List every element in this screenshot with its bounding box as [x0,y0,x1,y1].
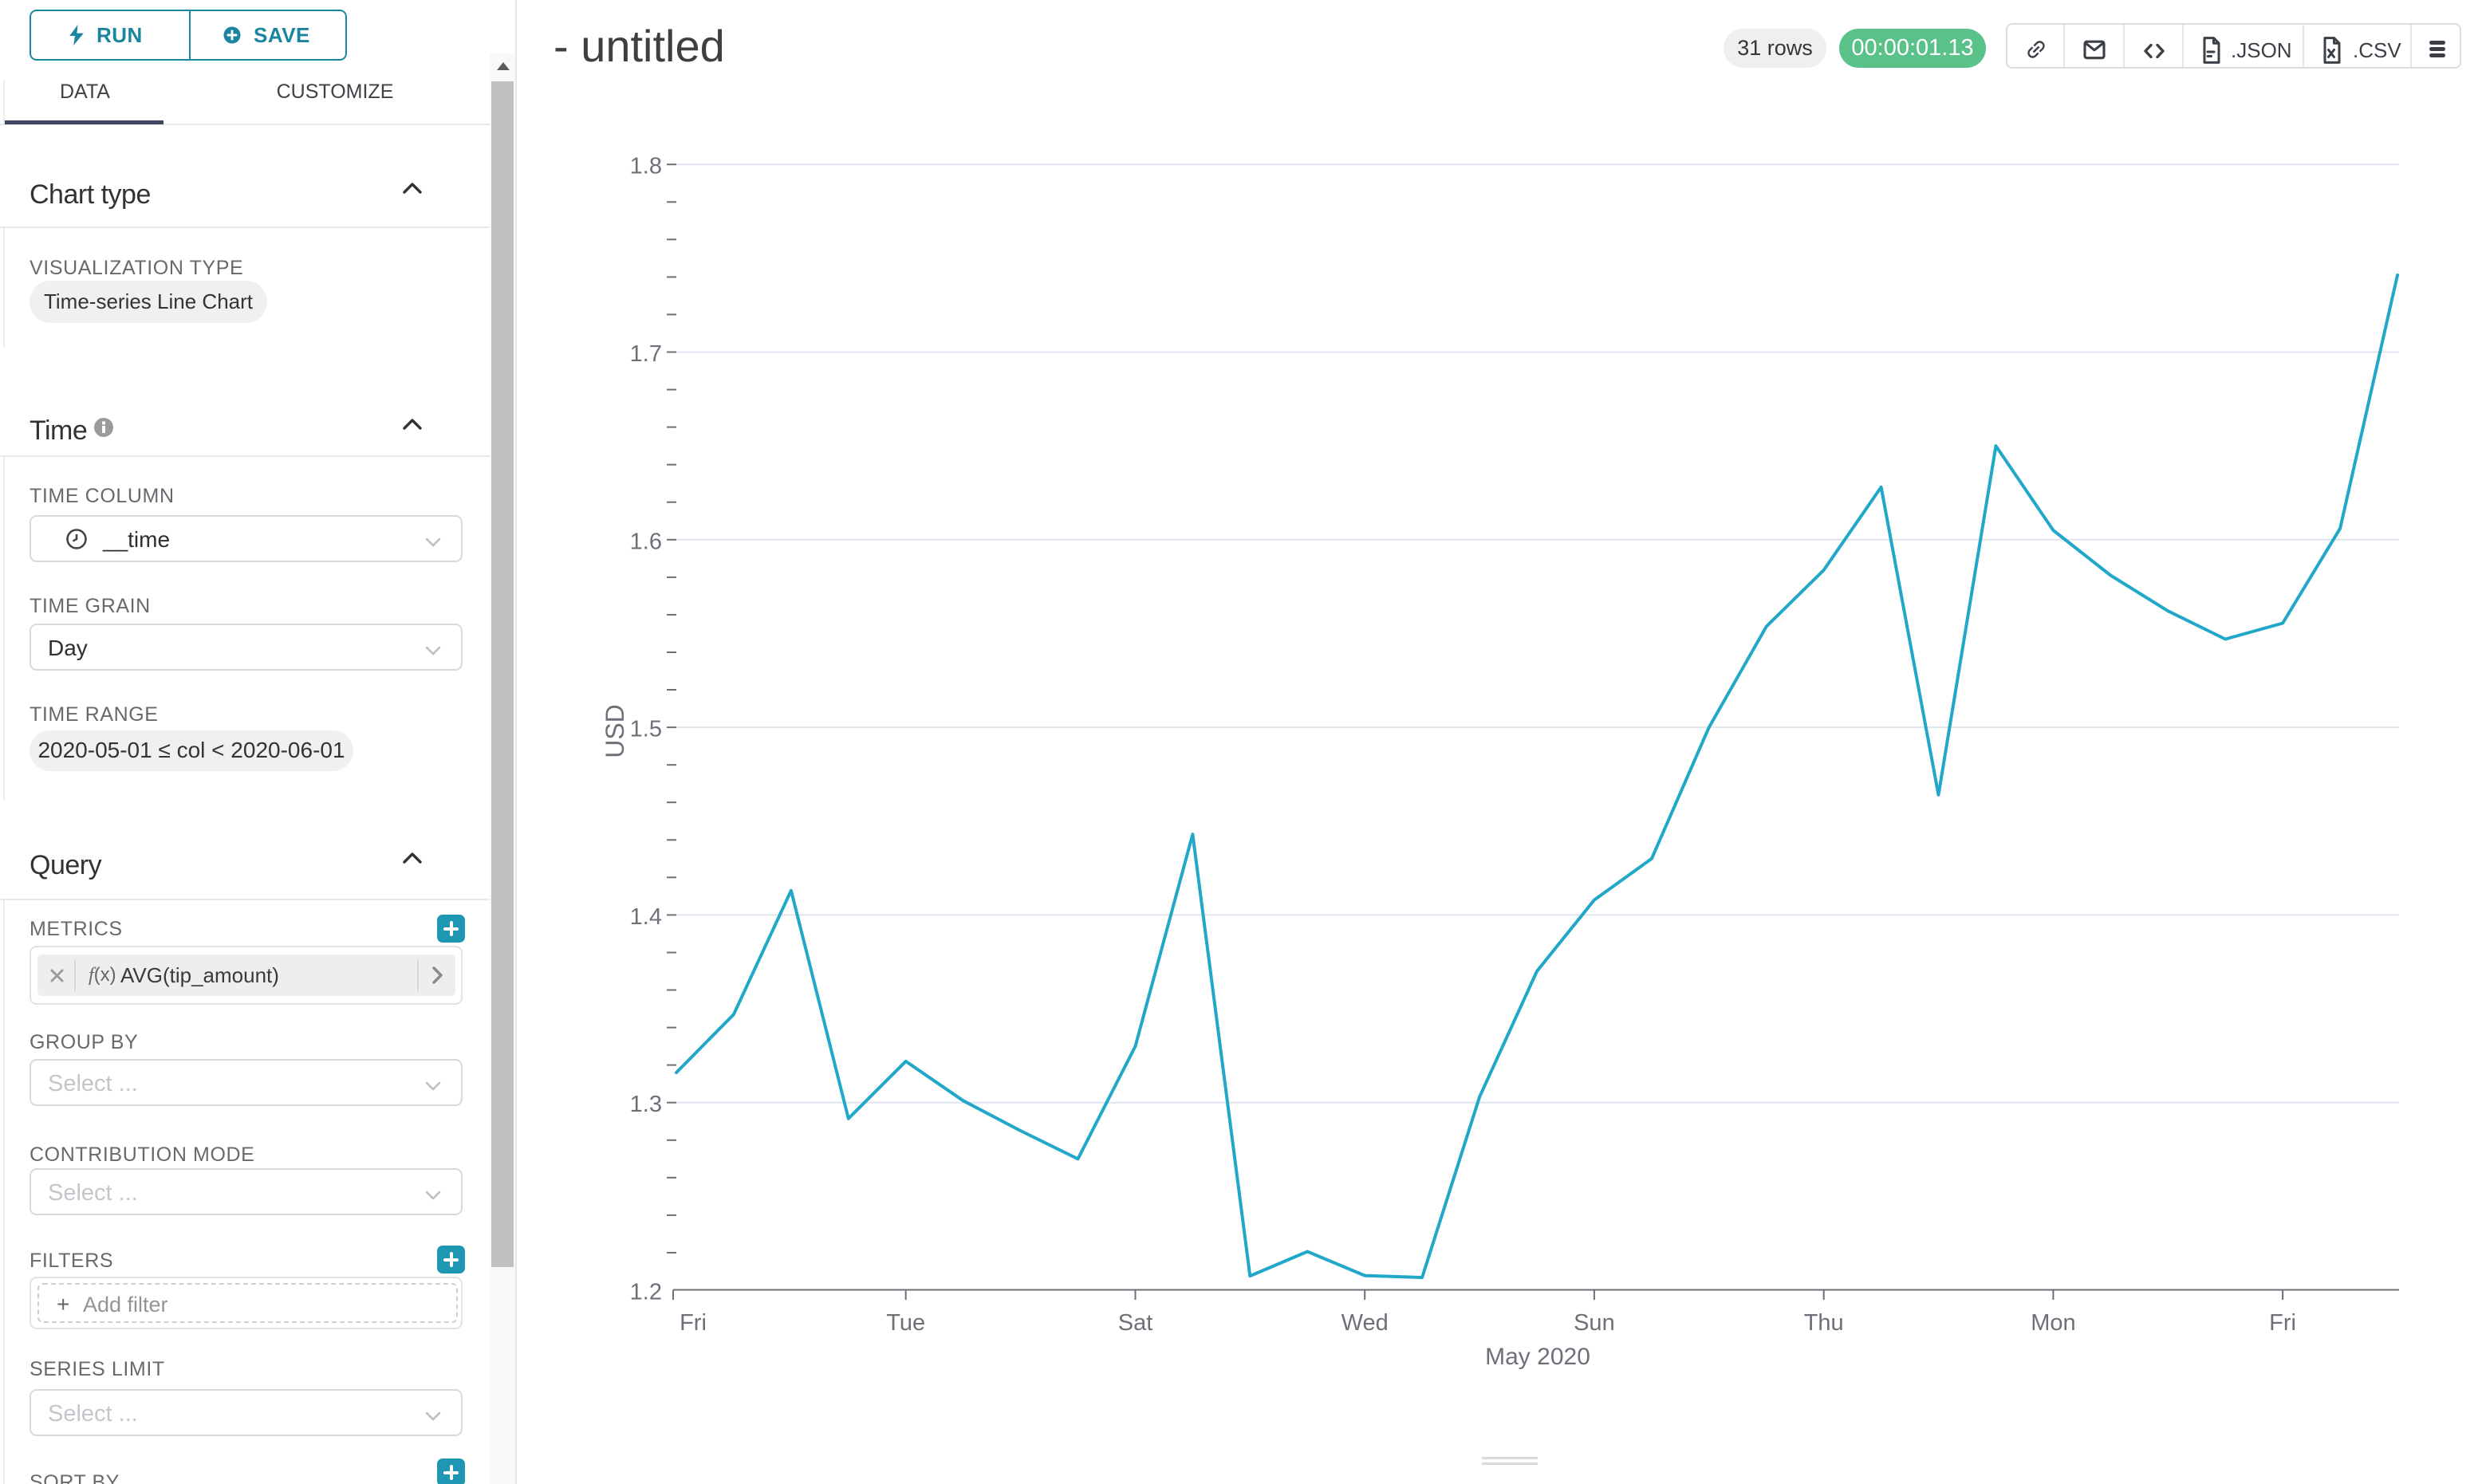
svg-text:Thu: Thu [1804,1310,1844,1336]
svg-text:Sat: Sat [1118,1310,1153,1336]
svg-text:1.8: 1.8 [630,154,662,179]
svg-text:1.5: 1.5 [630,717,662,742]
svg-text:May 2020: May 2020 [1485,1344,1590,1370]
svg-text:USD: USD [601,704,629,758]
svg-text:1.6: 1.6 [630,529,662,554]
svg-text:1.3: 1.3 [630,1092,662,1117]
svg-text:1.7: 1.7 [630,341,662,367]
svg-text:1.2: 1.2 [630,1280,662,1305]
svg-text:Fri: Fri [680,1310,707,1336]
svg-text:Sun: Sun [1574,1310,1615,1336]
svg-text:Tue: Tue [886,1310,925,1336]
svg-text:Wed: Wed [1341,1310,1389,1336]
svg-text:Fri: Fri [2269,1310,2296,1336]
svg-text:1.4: 1.4 [630,904,662,930]
svg-text:Mon: Mon [2031,1310,2075,1336]
